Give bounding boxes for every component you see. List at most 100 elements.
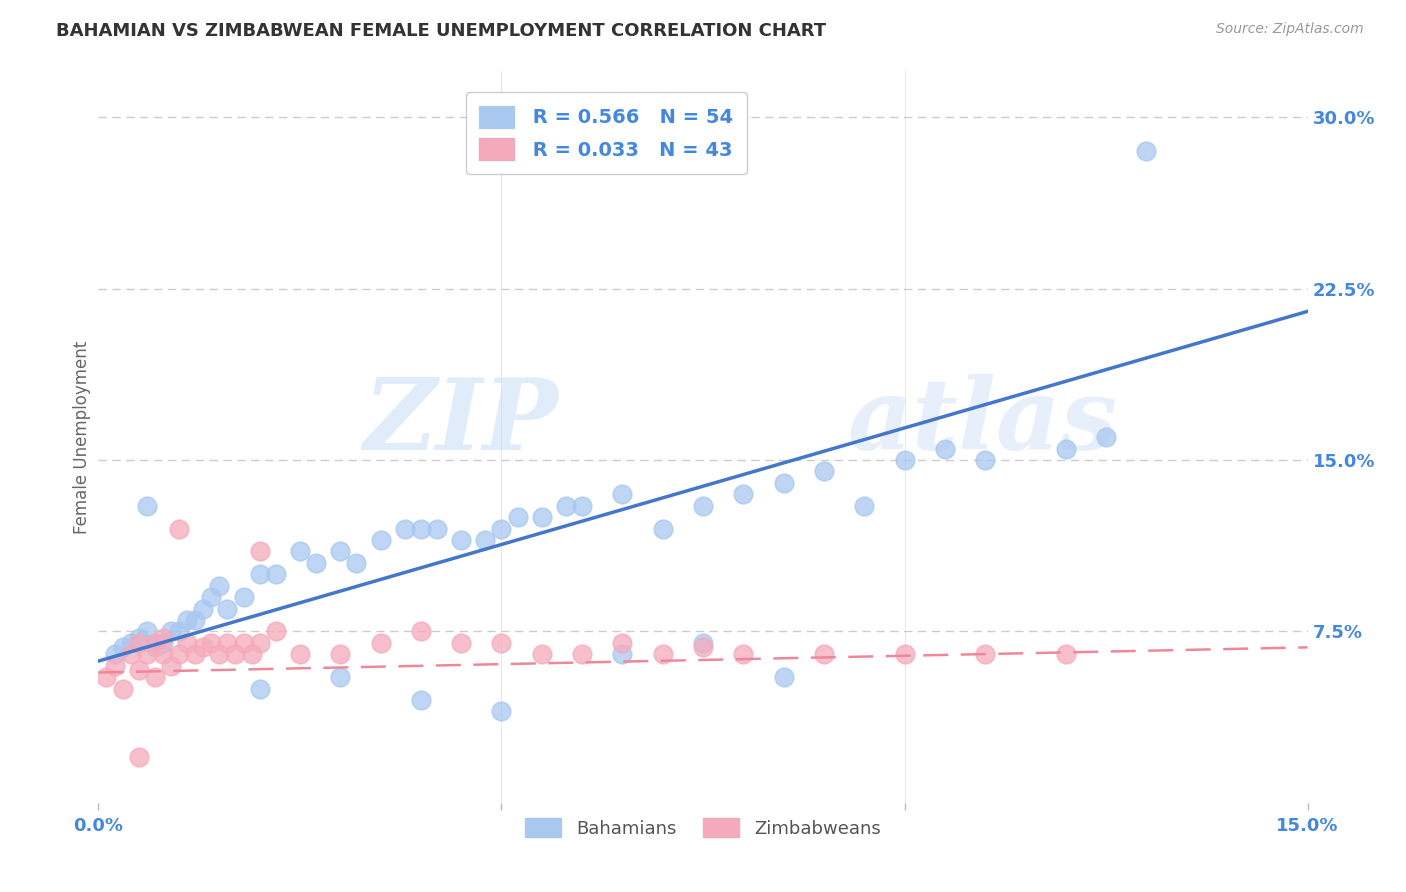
Point xyxy=(692,499,714,513)
Point xyxy=(111,640,134,655)
Point xyxy=(120,636,142,650)
Point xyxy=(193,601,215,615)
Point xyxy=(135,624,157,639)
Point xyxy=(893,647,915,661)
Point xyxy=(612,487,634,501)
Point xyxy=(232,636,254,650)
Point xyxy=(692,636,714,650)
Point xyxy=(143,670,166,684)
Point xyxy=(853,499,876,513)
Y-axis label: Female Unemployment: Female Unemployment xyxy=(73,341,91,533)
Point xyxy=(974,453,997,467)
Point xyxy=(772,670,794,684)
Legend: Bahamians, Zimbabweans: Bahamians, Zimbabweans xyxy=(519,811,887,845)
Point xyxy=(103,647,125,661)
Point xyxy=(1135,145,1157,159)
Point xyxy=(974,647,997,661)
Point xyxy=(813,464,835,478)
Point xyxy=(249,567,271,582)
Point xyxy=(152,636,174,650)
Point xyxy=(409,624,432,639)
Point xyxy=(571,499,593,513)
Point xyxy=(612,636,634,650)
Text: atlas: atlas xyxy=(848,375,1118,471)
Point xyxy=(128,663,150,677)
Point xyxy=(394,521,416,535)
Point xyxy=(152,632,174,646)
Point xyxy=(370,636,392,650)
Point xyxy=(184,613,207,627)
Point xyxy=(128,636,150,650)
Text: Source: ZipAtlas.com: Source: ZipAtlas.com xyxy=(1216,22,1364,37)
Point xyxy=(96,670,118,684)
Point xyxy=(733,647,755,661)
Point xyxy=(409,521,432,535)
Point xyxy=(491,636,513,650)
Point xyxy=(240,647,263,661)
Point xyxy=(135,499,157,513)
Point xyxy=(208,579,231,593)
Point xyxy=(651,521,673,535)
Point xyxy=(329,647,352,661)
Point xyxy=(103,658,125,673)
Point xyxy=(370,533,392,547)
Point xyxy=(329,544,352,558)
Point xyxy=(152,647,174,661)
Point xyxy=(200,636,222,650)
Point xyxy=(426,521,449,535)
Point xyxy=(167,647,190,661)
Point xyxy=(530,647,553,661)
Point xyxy=(934,442,956,456)
Point xyxy=(506,510,529,524)
Point xyxy=(176,613,198,627)
Point xyxy=(893,453,915,467)
Text: BAHAMIAN VS ZIMBABWEAN FEMALE UNEMPLOYMENT CORRELATION CHART: BAHAMIAN VS ZIMBABWEAN FEMALE UNEMPLOYME… xyxy=(56,22,827,40)
Point xyxy=(344,556,367,570)
Point xyxy=(450,533,472,547)
Point xyxy=(288,544,311,558)
Point xyxy=(143,640,166,655)
Point xyxy=(329,670,352,684)
Point xyxy=(217,636,239,650)
Point xyxy=(555,499,578,513)
Point xyxy=(249,636,271,650)
Point xyxy=(772,475,794,490)
Point xyxy=(491,521,513,535)
Point xyxy=(474,533,496,547)
Point xyxy=(264,624,287,639)
Point xyxy=(232,590,254,604)
Point xyxy=(143,636,166,650)
Point xyxy=(1054,442,1077,456)
Point xyxy=(184,647,207,661)
Point xyxy=(409,693,432,707)
Point xyxy=(733,487,755,501)
Point xyxy=(813,647,835,661)
Point xyxy=(1054,647,1077,661)
Point xyxy=(111,681,134,696)
Point xyxy=(167,521,190,535)
Text: ZIP: ZIP xyxy=(363,375,558,471)
Point xyxy=(160,624,183,639)
Point xyxy=(176,636,198,650)
Point xyxy=(1095,430,1118,444)
Point xyxy=(135,647,157,661)
Point xyxy=(288,647,311,661)
Point xyxy=(160,658,183,673)
Point xyxy=(264,567,287,582)
Point xyxy=(450,636,472,650)
Point xyxy=(612,647,634,661)
Point xyxy=(651,647,673,661)
Point xyxy=(692,640,714,655)
Point xyxy=(128,632,150,646)
Point xyxy=(249,544,271,558)
Point xyxy=(128,750,150,764)
Point xyxy=(305,556,328,570)
Point xyxy=(120,647,142,661)
Point xyxy=(200,590,222,604)
Point xyxy=(224,647,246,661)
Point xyxy=(571,647,593,661)
Point xyxy=(208,647,231,661)
Point xyxy=(167,624,190,639)
Point xyxy=(193,640,215,655)
Point xyxy=(491,705,513,719)
